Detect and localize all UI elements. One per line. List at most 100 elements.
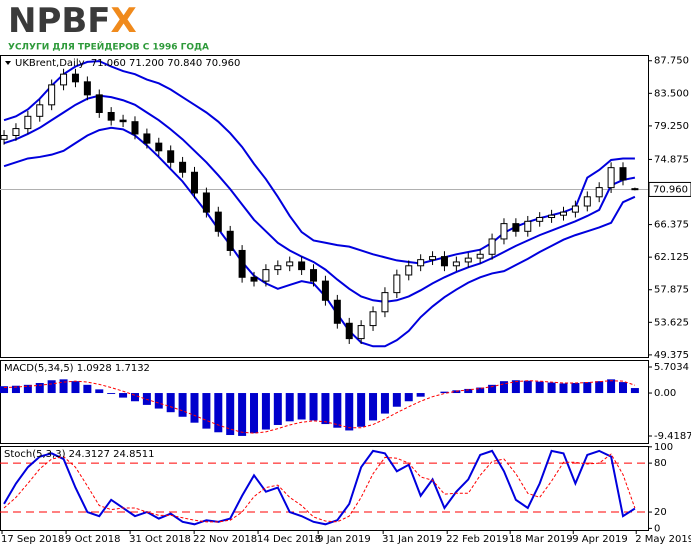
macd-bar [607,379,616,394]
candle-body [274,265,282,271]
macd-bar [440,391,449,394]
macd-bar [535,381,544,394]
candle-body [262,269,270,282]
symbol-marker [5,61,11,65]
candle-body [250,276,258,282]
candle-body [167,150,175,163]
candle-body [452,261,460,267]
x-tick-label: 14 Dec 2018 [257,534,321,545]
macd-bar [309,393,318,421]
candle-body [95,94,103,113]
macd-bar [357,393,366,427]
candle-body [512,223,520,232]
y-tick-label: 62.125 [654,252,689,263]
macd-bar [83,384,92,394]
x-tick-label: 9 Oct 2018 [65,534,120,545]
candle-body [190,171,198,194]
macd-bar [107,393,116,394]
y-tick-label: 80 [654,458,667,469]
y-tick-label: 57.875 [654,285,689,296]
x-tick-label: 22 Feb 2019 [446,534,508,545]
candle-body [381,292,389,313]
macd-bar [630,388,639,394]
candle-body [83,81,91,96]
logo-accent: X [111,1,137,41]
x-tick-label: 22 Nov 2018 [193,534,257,545]
x-tick-label: 9 Apr 2019 [572,534,627,545]
candle-body [607,167,615,189]
macd-bar [571,382,580,394]
macd-bar [297,393,306,420]
macd-bar [559,383,568,394]
panel-title: Stoch(5,3,3) 24.3127 24.8511 [4,449,155,460]
candle-body [143,133,151,144]
macd-bar [499,381,508,394]
panel-title: MACD(5,34,5) 1.0928 1.7132 [4,363,150,374]
x-tick-label: 2 May 2019 [635,534,691,545]
candle-body [369,311,377,327]
candle-body [619,167,627,181]
candle-body [60,73,68,86]
panel-frame [0,446,649,531]
candle-body [24,115,32,130]
macd-bar [190,393,199,423]
candle-body [583,196,591,207]
candle-body [71,73,79,83]
candle-body [559,211,567,216]
macd-bar [0,386,9,394]
candle-body [345,322,353,340]
price-label: 70.960 [653,184,688,195]
candle-body [405,265,413,276]
candle-body [155,142,163,152]
macd-bar [23,384,32,394]
y-tick-label: 74.875 [654,154,689,165]
candle-body [119,119,127,123]
macd-bar [595,381,604,394]
y-tick-label: 83.500 [654,88,689,99]
stoch-d [3,453,636,523]
macd-bar [178,393,187,417]
y-tick-label: 66.375 [654,220,689,231]
logo-main: NPBF [8,1,111,41]
y-tick-label: 79.250 [654,121,689,132]
candle-body [48,84,56,106]
candle-body [631,188,639,191]
candle-body [464,257,472,263]
x-tick-label: 31 Oct 2018 [129,534,191,545]
x-tick-label: 17 Sep 2018 [1,534,64,545]
macd-bar [321,393,330,425]
y-tick-label: 87.750 [654,56,689,67]
macd-bar [250,393,259,434]
bollinger-band [3,94,636,303]
y-tick-label: 100 [654,442,673,453]
candle-body [500,223,508,240]
macd-bar [404,393,413,402]
macd-bar [380,393,389,414]
x-tick-label: 9 Jan 2019 [317,534,371,545]
candle-body [286,261,294,267]
macd-bar [511,380,520,394]
candle-body [0,134,8,140]
candle-body [548,214,556,218]
panel-frame [0,55,649,358]
candle-body [36,104,44,117]
macd-bar [488,384,497,394]
macd-signal [4,380,636,434]
macd-bar [345,393,354,431]
y-tick-label: 0.00 [654,388,676,399]
candle-body [595,187,603,198]
macd-bar [285,393,294,422]
y-tick-label: 53.625 [654,317,689,328]
candle-body [357,325,365,340]
bollinger-band [3,60,635,265]
y-tick-label: 0 [654,523,660,534]
y-tick-label: 49.375 [654,350,689,361]
candle-body [333,299,341,324]
macd-bar [523,380,532,394]
y-tick-label: -9.4187 [654,431,691,442]
panel-title: UKBrent,Daily 71.060 71.200 70.840 70.96… [15,58,240,69]
candle-body [476,253,484,259]
macd-bar [71,381,80,394]
x-tick-label: 31 Jan 2019 [382,534,442,545]
macd-bar [273,393,282,425]
